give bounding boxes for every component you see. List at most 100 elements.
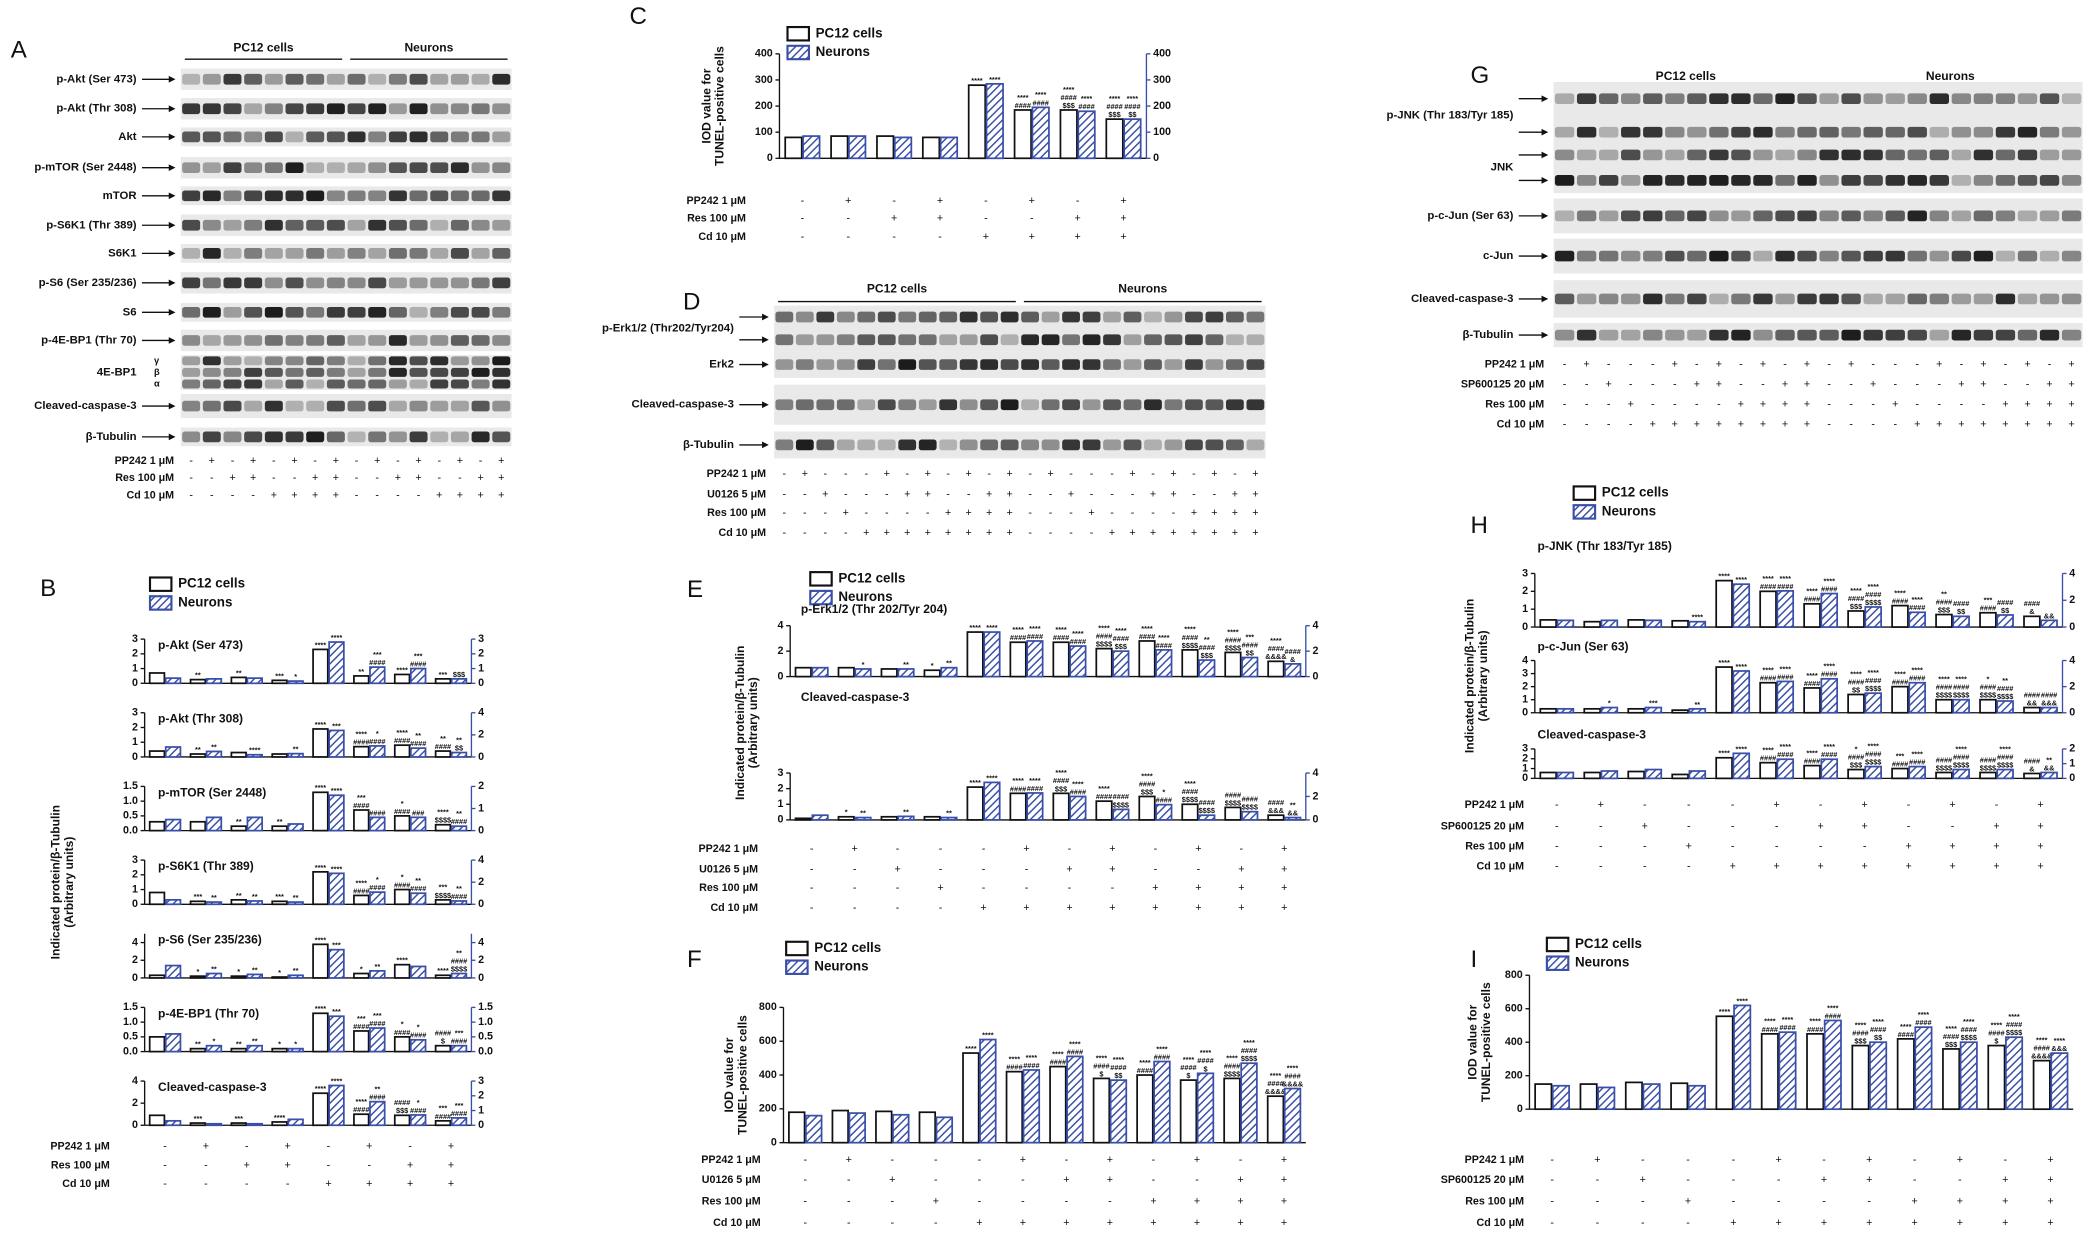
bar [837,815,855,821]
bar [2023,615,2041,628]
bar [1284,663,1302,678]
significance-label: **** [315,1004,327,1013]
blot-band [264,131,283,143]
significance-label: $$$ [453,670,465,679]
blot-band [388,379,407,389]
bar [450,972,468,979]
blot-row-label: p-S6K1 (Thr 389) [46,219,137,231]
bar [271,976,288,979]
blot-band [182,335,201,346]
significance-label: **** [986,773,998,782]
treatment-sign: - [408,1141,412,1153]
blot-band [1598,126,1619,138]
bar [230,825,247,832]
bar [205,1044,223,1053]
significance-label: #### [1139,632,1155,641]
blot-band [1000,311,1019,323]
bar [1539,771,1558,780]
treatment-sign: - [396,455,400,467]
group-header: Neurons [1926,69,1975,83]
blot-band [1709,149,1729,161]
treatment-sign: - [1563,419,1567,431]
significance-label: $$$$ [2006,1028,2022,1037]
treatment-sign: - [1915,399,1919,411]
significance-label: *** [373,650,382,659]
bar [353,675,370,685]
blot-band [450,103,469,115]
significance-label: #### [451,892,467,901]
bar [409,816,427,832]
blot-band [182,103,201,115]
blot-band [368,131,387,143]
arrow-head [762,336,769,344]
treatment-sign: + [1730,1217,1736,1229]
blot-band [202,73,221,85]
blot-band [1246,399,1265,411]
bar [246,1122,264,1127]
treatment-sign: - [1065,1195,1069,1207]
treatment-sign: + [945,507,951,519]
legend-label: PC12 cells [178,576,245,591]
significance-label: $$$$ [1199,806,1215,815]
y2-tick-label: 300 [1153,74,1171,86]
treatment-sign: - [1550,1174,1554,1186]
blot-band [182,162,201,174]
blot-band [1144,439,1162,451]
bar [1223,1077,1241,1144]
treatment-sign: - [272,455,276,467]
blot-band [1643,93,1663,105]
treatment-sign: - [327,1141,331,1153]
bar [784,136,803,160]
blot-band [1731,210,1751,222]
arrow-head [168,192,176,200]
treatment-sign: - [987,468,991,480]
bar [1732,670,1751,714]
significance-label: **** [1035,90,1047,99]
group-header: Neurons [1118,282,1167,296]
blot-band [347,367,366,377]
treatment-sign: + [1774,861,1780,873]
blot-band [306,277,325,289]
blot-band [409,306,428,318]
treatment-sign: + [884,527,890,539]
blot-band [2061,175,2082,186]
treatment-sign: + [1804,358,1810,370]
legend-label: PC12 cells [838,570,905,585]
treatment-sign: + [1006,527,1012,539]
blot-band [1995,329,2016,341]
blot-band [1885,149,1905,161]
blot-band [430,162,449,174]
blot-band [2039,175,2060,186]
treatment-sign: + [1006,468,1012,480]
treatment-sign: - [803,1195,807,1207]
y2-tick-label: 2 [478,876,484,888]
blot-band [347,248,366,259]
treatment-label: Cd 10 μM [1497,419,1545,431]
significance-label: #### [1242,640,1258,649]
significance-label: *** [357,793,366,802]
blot-band [836,399,855,411]
significance-label: #### [451,817,467,826]
bar [230,1122,247,1127]
blot-band [816,399,835,411]
blot-band [388,73,407,85]
y-tick-label: 1 [132,736,138,748]
treatment-sign: - [864,507,868,519]
significance-label: **** [1270,1071,1282,1080]
significance-label: #### [1197,1056,1213,1065]
significance-label: && [2044,611,2055,620]
bar [1551,1084,1570,1111]
bar [880,815,898,821]
bar [287,974,304,979]
significance-label: ** [236,1040,242,1049]
arrow-head [1541,295,1549,303]
blot-band [368,367,387,377]
treatment-sign: - [1777,1195,1781,1207]
blot-band [430,379,449,389]
blot-band [244,131,263,143]
bar [1198,814,1216,821]
arrow-head [168,250,176,257]
blot-band [430,103,449,115]
significance-label: **** [1823,662,1835,671]
bar [966,786,984,821]
